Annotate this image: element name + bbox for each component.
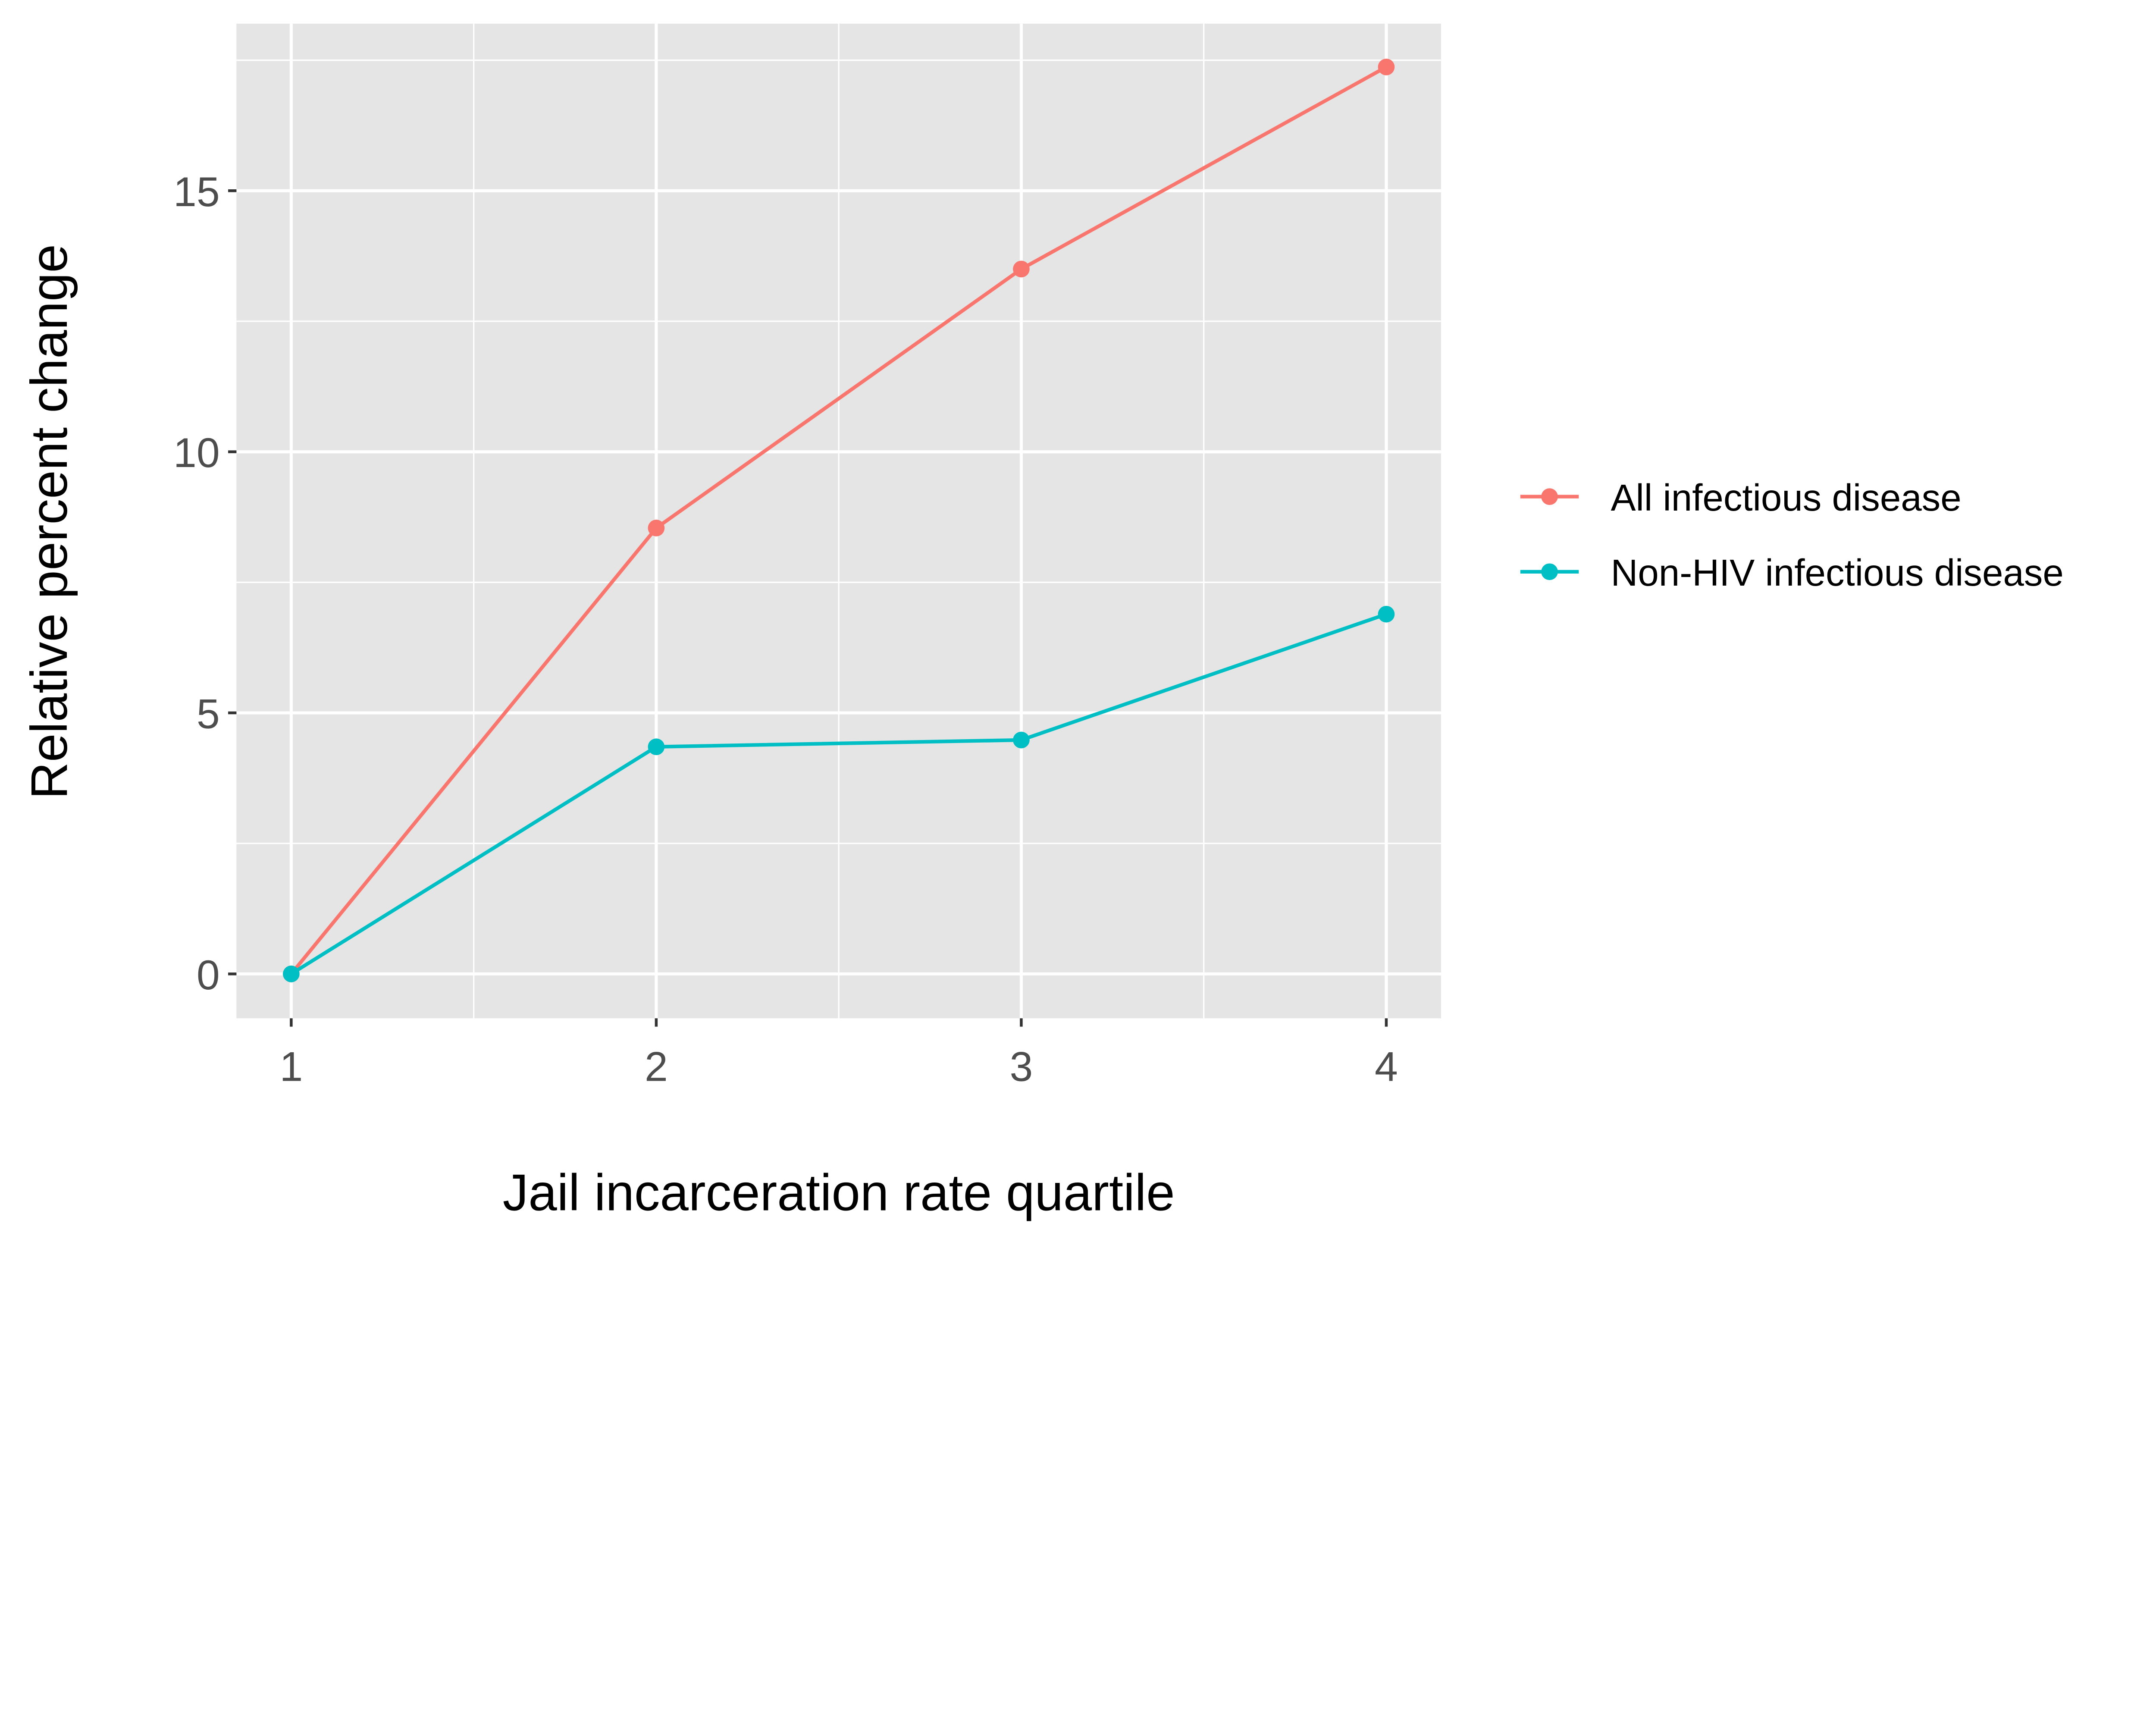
legend-label: All infectious disease [1611, 477, 1961, 519]
x-axis-title: Jail incarceration rate quartile [503, 1164, 1175, 1221]
x-tick-label: 4 [1375, 1043, 1398, 1090]
series-line [290, 65, 1387, 975]
x-tick-label: 2 [645, 1043, 668, 1090]
x-tick-label: 3 [1010, 1043, 1033, 1090]
legend: All infectious disease Non-HIV infectious… [1520, 477, 2064, 594]
series-group [283, 58, 1395, 982]
data-point [283, 966, 300, 982]
line-chart: 0 5 10 15 1 2 3 4 Jail incarceration rate quart… [21, 23, 2064, 1221]
data-point [1378, 58, 1395, 75]
legend-key-point [1541, 563, 1558, 580]
data-point [648, 738, 665, 756]
y-tick-label: 5 [197, 690, 220, 737]
series-line [290, 612, 1387, 975]
y-axis-title: Relative percent change [21, 244, 78, 799]
x-tick-label: 1 [279, 1043, 303, 1090]
data-point [1013, 731, 1030, 749]
data-point [648, 520, 665, 536]
legend-label: Non-HIV infectious disease [1611, 552, 2063, 594]
data-point [1378, 605, 1395, 623]
y-tick-label: 10 [173, 429, 220, 476]
y-tick-label: 0 [197, 951, 220, 998]
axes: 0 5 10 15 1 2 3 4 [173, 168, 1398, 1090]
y-tick-label: 15 [173, 168, 220, 215]
legend-key-point [1541, 488, 1558, 505]
gridlines [236, 23, 1441, 1019]
data-point [1013, 260, 1030, 278]
